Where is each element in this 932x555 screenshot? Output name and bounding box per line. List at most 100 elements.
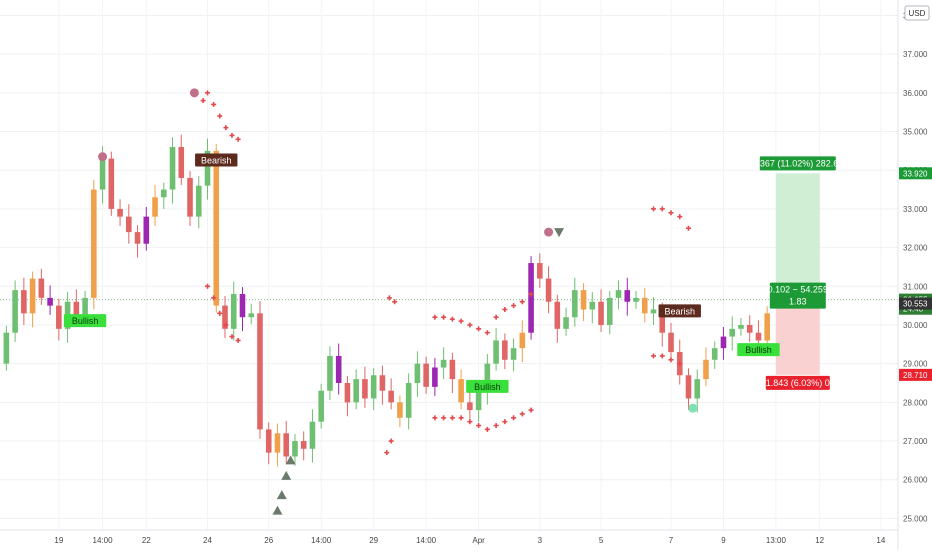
candle-body (300, 441, 307, 449)
pivot-low-marker (688, 403, 698, 413)
candle-body (38, 278, 45, 298)
candle-body (82, 297, 88, 318)
candle-body (554, 301, 561, 329)
bullish-label (737, 343, 780, 357)
center-label-box (769, 282, 826, 309)
currency-badge (904, 5, 930, 21)
signal-labels: Bullish Bearish Bullish Bearish Bullish (63, 153, 780, 393)
up-triangle-marker (281, 470, 292, 480)
candle-body (440, 359, 447, 368)
candle-body (283, 433, 290, 457)
candle-body (47, 297, 53, 306)
time-tick-label: 14:00 (416, 536, 437, 545)
candle-body (641, 297, 648, 314)
candle-body (432, 367, 438, 387)
time-tick-label: 14:00 (93, 536, 114, 545)
candle-body (265, 429, 272, 453)
stop-label: 1.843 (6.03%) 0 (766, 378, 830, 388)
price-tick-label: 29.000 (903, 360, 928, 369)
signal-label-text: Bearish (201, 156, 232, 166)
candle-body (502, 340, 508, 360)
position-labels: 3.367 (11.02%) 282.69 0.102 ~ 54.259 1.83 1… (752, 156, 843, 390)
candle-body (729, 328, 736, 337)
candle-body (195, 185, 202, 217)
candle-body (580, 290, 587, 310)
candle-body (152, 197, 158, 217)
candle-body (388, 390, 394, 403)
price-tick-label: 27.000 (903, 437, 928, 446)
candle-body (344, 382, 351, 403)
candle-body (73, 301, 80, 318)
candle-body (108, 158, 115, 209)
time-tick-label: 12 (815, 536, 824, 545)
signal-markers (98, 88, 698, 515)
price-axis-background (898, 0, 932, 550)
candle-body (746, 324, 753, 333)
stop-label-box (765, 375, 830, 390)
time-tick-label: 13:00 (766, 536, 787, 545)
candle-body (475, 390, 482, 411)
candle-body (405, 382, 412, 418)
candle-body (248, 313, 255, 318)
candle-body (309, 421, 316, 449)
bearish-label (195, 153, 238, 167)
time-tick-label: 5 (599, 536, 604, 545)
price-tick-label: 31.000 (903, 282, 928, 291)
candle-body (117, 208, 123, 217)
price-tick-label: 32.000 (903, 244, 928, 253)
time-tick-label: 24 (203, 536, 212, 545)
candle-body (545, 278, 552, 302)
candle-body (423, 363, 429, 387)
candle-body (519, 332, 526, 349)
candle-body (606, 297, 613, 325)
candle-body (414, 363, 421, 383)
price-tick-label: 28.000 (903, 398, 928, 407)
time-tick-label: Apr (472, 536, 485, 545)
candle-body (335, 355, 342, 383)
signal-label-text: Bullish (745, 345, 772, 355)
candle-body (204, 150, 211, 186)
candle-body (572, 290, 578, 318)
candle-body (615, 290, 622, 298)
candle-body (624, 290, 631, 302)
price-tag (899, 167, 932, 180)
candle-body (589, 301, 596, 310)
candle-body (292, 441, 298, 457)
candle-body (528, 263, 534, 333)
time-tick-label: 9 (721, 536, 726, 545)
candles (3, 134, 770, 467)
candle-body (21, 290, 27, 314)
candle-body (230, 294, 237, 329)
pivot-high-marker (98, 152, 108, 162)
candle-body (134, 232, 141, 244)
time-tick-label: 29 (369, 536, 378, 545)
center-label-line2: 1.83 (789, 297, 807, 307)
pivot-high-marker (544, 227, 554, 237)
candle-body (458, 379, 464, 403)
candle-body (650, 309, 657, 314)
up-triangle-marker (272, 505, 283, 515)
candle-body (169, 147, 176, 190)
candle-body (257, 313, 263, 430)
candle-body (764, 313, 770, 341)
candle-body (143, 216, 150, 244)
candle-body (755, 332, 762, 341)
candle-body (379, 375, 386, 391)
pivot-high-marker (189, 88, 199, 98)
signal-label-text: Bullish (474, 382, 501, 392)
time-tick-label: 26 (264, 536, 273, 545)
target-zone (775, 173, 820, 304)
candle-body (720, 336, 727, 349)
center-label-line1: 0.102 ~ 54.259 (768, 285, 828, 295)
candle-body (327, 355, 333, 391)
candle-body (685, 375, 692, 399)
time-tick-label: 22 (142, 536, 151, 545)
candle-body (99, 158, 106, 190)
candle-body (633, 297, 639, 302)
candle-body (362, 379, 368, 399)
candle-body (56, 305, 62, 329)
candle-body (397, 402, 403, 418)
candle-body (3, 332, 10, 364)
